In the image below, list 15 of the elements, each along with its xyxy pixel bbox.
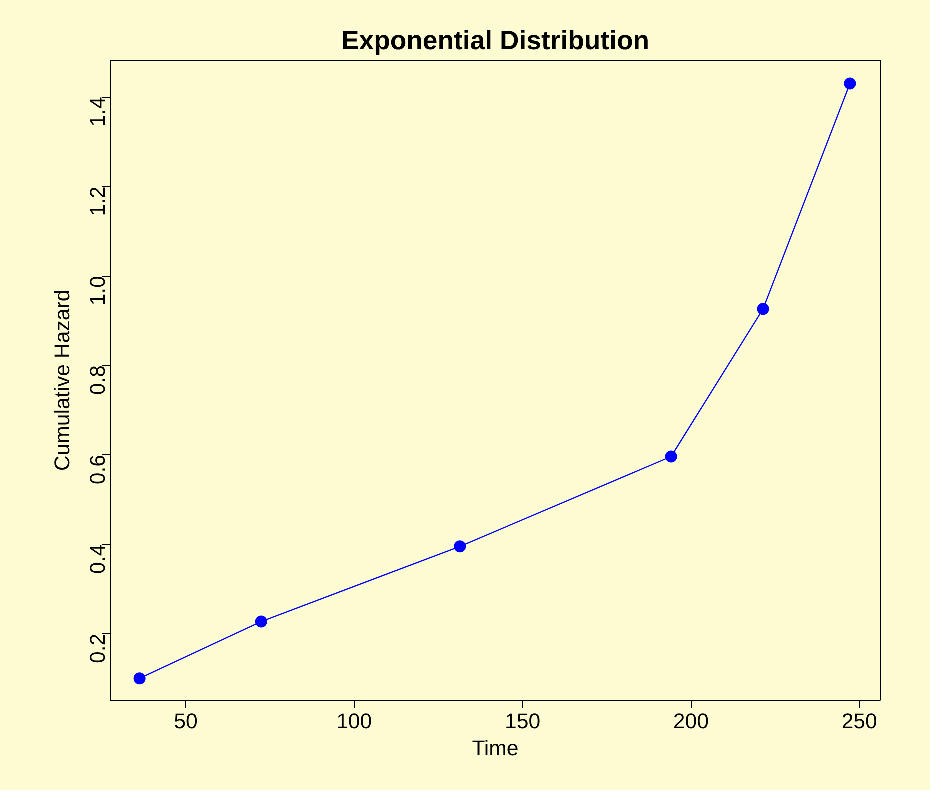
x-tick-label: 250 bbox=[842, 710, 878, 734]
x-tick-label: 200 bbox=[673, 710, 710, 734]
x-tick-label: 50 bbox=[174, 710, 198, 734]
y-tick-label: 0.4 bbox=[86, 544, 110, 574]
y-tick-label: 1.2 bbox=[86, 186, 110, 216]
x-tick-label: 100 bbox=[336, 710, 372, 734]
y-tick-label: 0.2 bbox=[86, 634, 110, 664]
x-axis-title: Time bbox=[472, 736, 519, 760]
y-tick-label: 1.0 bbox=[86, 276, 110, 306]
chart-title: Exponential Distribution bbox=[341, 26, 650, 56]
y-axis-title: Cumulative Hazard bbox=[50, 290, 74, 472]
y-tick-label: 1.4 bbox=[86, 97, 110, 127]
x-tick-label: 150 bbox=[504, 710, 541, 734]
y-tick-label: 0.8 bbox=[86, 366, 110, 396]
y-tick-label: 0.6 bbox=[86, 454, 110, 485]
